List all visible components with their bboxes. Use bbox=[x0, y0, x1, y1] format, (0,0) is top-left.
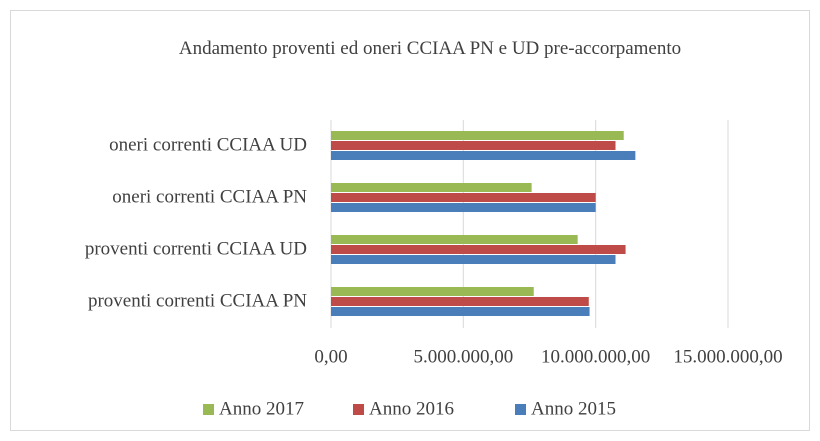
y-tick-label: proventi correnti CCIAA UD bbox=[85, 238, 307, 259]
bar bbox=[331, 203, 596, 212]
bar bbox=[331, 245, 626, 254]
bar bbox=[331, 151, 636, 160]
x-tick-label: 0,00 bbox=[314, 346, 347, 367]
legend-label: Anno 2017 bbox=[219, 398, 304, 419]
y-tick-label: oneri correnti CCIAA UD bbox=[109, 134, 307, 155]
chart-frame bbox=[10, 10, 810, 431]
legend-label: Anno 2015 bbox=[531, 398, 616, 419]
legend-swatch bbox=[515, 404, 526, 415]
x-tick-label: 10.000.000,00 bbox=[541, 346, 650, 367]
legend-label: Anno 2016 bbox=[369, 398, 454, 419]
chart-title: Andamento proventi ed oneri CCIAA PN e U… bbox=[178, 38, 682, 59]
bar bbox=[331, 141, 616, 150]
y-tick-label: proventi correnti CCIAA PN bbox=[88, 290, 307, 311]
legend-swatch bbox=[353, 404, 364, 415]
legend-swatch bbox=[203, 404, 214, 415]
bar bbox=[331, 297, 589, 306]
bar bbox=[331, 131, 624, 140]
x-tick-label: 15.000.000,00 bbox=[673, 346, 782, 367]
bar bbox=[331, 183, 532, 192]
y-tick-label: oneri correnti CCIAA PN bbox=[112, 186, 307, 207]
bar bbox=[331, 307, 590, 316]
bar bbox=[331, 235, 578, 244]
bar bbox=[331, 287, 534, 296]
x-tick-label: 5.000.000,00 bbox=[413, 346, 513, 367]
bar bbox=[331, 255, 616, 264]
bar bbox=[331, 193, 596, 202]
